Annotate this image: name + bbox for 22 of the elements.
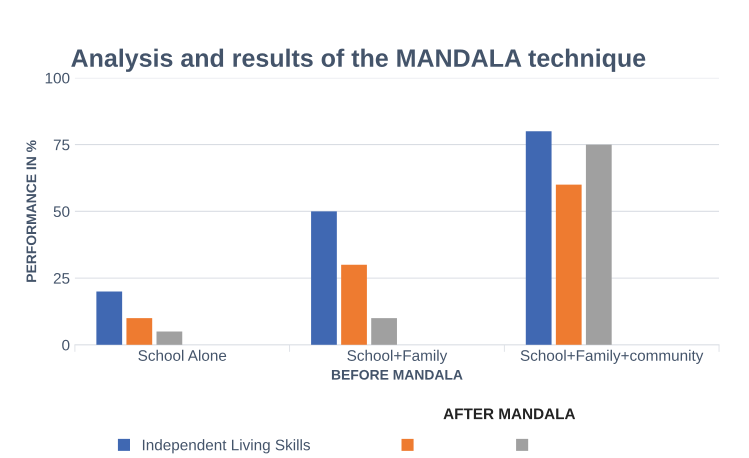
bar [341, 264, 367, 345]
x-tick-label: School+Family [347, 350, 448, 364]
y-tick-label: 0 [62, 340, 70, 351]
y-axis-title: PERFORMANCE IN % [26, 140, 36, 282]
bar [126, 318, 152, 345]
text: AFTER MANDALA [444, 408, 576, 420]
y-tick-label: 75 [54, 140, 70, 150]
bar [156, 332, 182, 345]
x-tick-label: School+Family+community [520, 350, 704, 364]
bar [311, 211, 337, 345]
x-axis-title: BEFORE MANDALA [332, 370, 463, 380]
y-tick-label: 25 [54, 272, 70, 284]
legend-label: Independent Living Skills [142, 439, 310, 454]
chart-title: Analysis and results of the MANDALA technique [71, 48, 646, 72]
y-tick-label: 50 [54, 206, 70, 218]
bar [586, 144, 612, 345]
bar [371, 318, 397, 345]
bar [556, 184, 582, 345]
bar [96, 291, 122, 345]
bar [526, 131, 552, 345]
x-tick-label: School Alone [138, 350, 226, 361]
y-tick-label: 100 [46, 72, 70, 84]
